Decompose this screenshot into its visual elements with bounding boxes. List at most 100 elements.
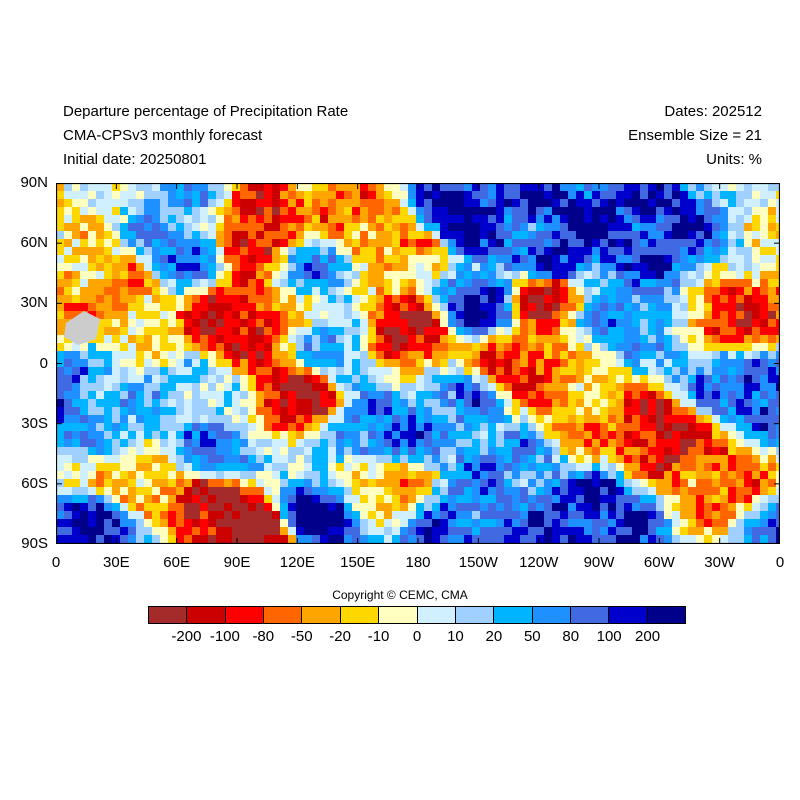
field-cell bbox=[544, 463, 553, 472]
field-cell bbox=[544, 367, 553, 376]
field-cell bbox=[112, 439, 121, 448]
field-cell bbox=[168, 375, 177, 384]
field-cell bbox=[552, 463, 561, 472]
field-cell bbox=[768, 303, 777, 312]
field-cell bbox=[616, 255, 625, 264]
field-cell bbox=[432, 207, 441, 216]
field-cell bbox=[560, 471, 569, 480]
field-cell bbox=[520, 463, 529, 472]
field-cell bbox=[432, 359, 441, 368]
field-cell bbox=[152, 399, 161, 408]
field-cell bbox=[384, 247, 393, 256]
field-cell bbox=[248, 319, 257, 328]
field-cell bbox=[104, 319, 113, 328]
field-cell bbox=[184, 399, 193, 408]
field-cell bbox=[592, 479, 601, 488]
field-cell bbox=[440, 183, 449, 192]
field-cell bbox=[568, 207, 577, 216]
field-cell bbox=[664, 471, 673, 480]
field-cell bbox=[576, 327, 585, 336]
field-cell bbox=[608, 407, 617, 416]
field-cell bbox=[264, 199, 273, 208]
field-cell bbox=[512, 295, 521, 304]
field-cell bbox=[232, 231, 241, 240]
field-cell bbox=[488, 487, 497, 496]
field-cell bbox=[544, 231, 553, 240]
field-cell bbox=[368, 191, 377, 200]
field-cell bbox=[616, 463, 625, 472]
field-cell bbox=[600, 511, 609, 520]
field-cell bbox=[688, 295, 697, 304]
field-cell bbox=[200, 471, 209, 480]
field-cell bbox=[232, 423, 241, 432]
field-cell bbox=[472, 487, 481, 496]
field-cell bbox=[96, 367, 105, 376]
field-cell bbox=[552, 247, 561, 256]
field-cell bbox=[120, 511, 129, 520]
field-cell bbox=[88, 255, 97, 264]
field-cell bbox=[176, 311, 185, 320]
field-cell bbox=[584, 495, 593, 504]
field-cell bbox=[432, 279, 441, 288]
lat-label: 30N bbox=[20, 294, 48, 312]
field-cell bbox=[400, 447, 409, 456]
field-cell bbox=[240, 439, 249, 448]
field-cell bbox=[168, 455, 177, 464]
field-cell bbox=[72, 391, 81, 400]
field-cell bbox=[616, 359, 625, 368]
field-cell bbox=[272, 535, 281, 544]
field-cell bbox=[184, 383, 193, 392]
field-cell bbox=[568, 215, 577, 224]
field-cell bbox=[368, 335, 377, 344]
field-cell bbox=[104, 247, 113, 256]
field-cell bbox=[128, 407, 137, 416]
field-cell bbox=[208, 359, 217, 368]
field-cell bbox=[504, 351, 513, 360]
field-cell bbox=[744, 263, 753, 272]
field-cell bbox=[312, 399, 321, 408]
field-cell bbox=[768, 527, 777, 536]
field-cell bbox=[56, 503, 65, 512]
field-cell bbox=[328, 535, 337, 544]
field-cell bbox=[656, 423, 665, 432]
field-cell bbox=[432, 367, 441, 376]
field-cell bbox=[224, 183, 233, 192]
field-cell bbox=[376, 415, 385, 424]
field-cell bbox=[136, 351, 145, 360]
field-cell bbox=[560, 439, 569, 448]
field-cell bbox=[608, 431, 617, 440]
field-cell bbox=[136, 271, 145, 280]
field-cell bbox=[344, 487, 353, 496]
field-cell bbox=[408, 479, 417, 488]
field-cell bbox=[232, 495, 241, 504]
field-cell bbox=[512, 535, 521, 544]
field-cell bbox=[712, 535, 721, 544]
field-cell bbox=[776, 263, 780, 272]
field-cell bbox=[192, 351, 201, 360]
field-cell bbox=[728, 215, 737, 224]
field-cell bbox=[96, 423, 105, 432]
field-cell bbox=[776, 511, 780, 520]
field-cell bbox=[384, 303, 393, 312]
field-cell bbox=[184, 199, 193, 208]
field-cell bbox=[248, 343, 257, 352]
colorbar-label: -20 bbox=[329, 628, 351, 645]
field-cell bbox=[648, 231, 657, 240]
field-cell bbox=[344, 359, 353, 368]
field-cell bbox=[440, 303, 449, 312]
field-cell bbox=[720, 207, 729, 216]
field-cell bbox=[528, 527, 537, 536]
field-cell bbox=[168, 383, 177, 392]
field-cell bbox=[128, 271, 137, 280]
field-cell bbox=[200, 463, 209, 472]
field-cell bbox=[232, 295, 241, 304]
field-cell bbox=[312, 407, 321, 416]
field-cell bbox=[696, 455, 705, 464]
field-cell bbox=[768, 263, 777, 272]
map-title: Departure percentage of Precipitation Ra… bbox=[63, 103, 349, 120]
field-cell bbox=[224, 391, 233, 400]
field-cell bbox=[360, 335, 369, 344]
field-cell bbox=[712, 223, 721, 232]
field-cell bbox=[416, 479, 425, 488]
field-cell bbox=[384, 375, 393, 384]
